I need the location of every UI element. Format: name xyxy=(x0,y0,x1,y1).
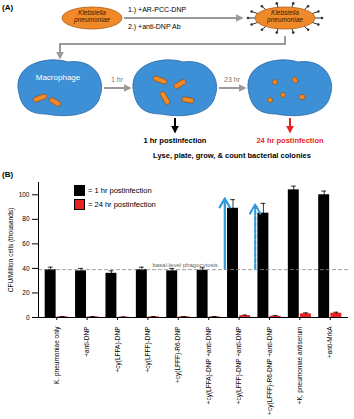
svg-text:60: 60 xyxy=(22,240,30,247)
svg-text:Klebsiella: Klebsiella xyxy=(78,9,106,16)
svg-text:+anti-MrkA: +anti-MrkA xyxy=(326,326,333,358)
svg-text:2.) +anti-DNP Ab: 2.) +anti-DNP Ab xyxy=(128,23,181,31)
svg-text:Lyse, plate, grow, & count bac: Lyse, plate, grow, & count bacterial col… xyxy=(153,151,311,160)
svg-text:+cy(LFFA)-DNP +anti-DNP: +cy(LFFA)-DNP +anti-DNP xyxy=(205,327,213,405)
svg-text:23 hr: 23 hr xyxy=(224,76,241,83)
svg-text:Klebsiella: Klebsiella xyxy=(271,9,299,16)
svg-text:+cy(LFFF)-R6-DNP +anti-DNP: +cy(LFFF)-R6-DNP +anti-DNP xyxy=(266,327,274,415)
html-text:(B): (B) xyxy=(2,170,14,179)
svg-text:pneumoniae: pneumoniae xyxy=(73,16,110,24)
svg-text:1 hr: 1 hr xyxy=(111,76,124,83)
svg-text:+cy(LFFA)-DNP: +cy(LFFA)-DNP xyxy=(114,327,122,373)
svg-text:1.) +AR-PCC-DNP: 1.) +AR-PCC-DNP xyxy=(128,6,186,14)
svg-text:20: 20 xyxy=(22,289,30,296)
svg-text:Macrophage: Macrophage xyxy=(36,73,81,82)
svg-text:100: 100 xyxy=(19,191,30,198)
svg-text:+cy(LFFF)-DNP: +cy(LFFF)-DNP xyxy=(144,327,152,373)
html-text:= 24 hr postinfection: = 24 hr postinfection xyxy=(88,200,156,209)
svg-text:+anti-DNP: +anti-DNP xyxy=(83,327,90,357)
svg-text:24 hr postinfection: 24 hr postinfection xyxy=(256,136,324,145)
svg-text:(A): (A) xyxy=(2,3,13,12)
svg-text:+cy(LFFF)-R6-DNP: +cy(LFFF)-R6-DNP xyxy=(174,327,182,384)
svg-text:CFU/Million cells (thousands): CFU/Million cells (thousands) xyxy=(7,208,15,293)
svg-text:K. pneumoniae only: K. pneumoniae only xyxy=(53,326,61,384)
svg-text:1 hr postinfection: 1 hr postinfection xyxy=(144,136,207,145)
svg-text:pneumoniae: pneumoniae xyxy=(266,16,303,24)
svg-text:basal-level phagocytosis: basal-level phagocytosis xyxy=(152,262,217,268)
svg-text:+K. pneumoniae antiserum: +K. pneumoniae antiserum xyxy=(296,327,304,405)
svg-text:80: 80 xyxy=(22,215,30,222)
svg-text:40: 40 xyxy=(22,264,30,271)
svg-text:0: 0 xyxy=(26,314,30,321)
svg-text:+cy(LFFF)-DNP +anti-DNP: +cy(LFFF)-DNP +anti-DNP xyxy=(235,327,243,405)
html-text:= 1 hr postinfection: = 1 hr postinfection xyxy=(88,186,152,195)
